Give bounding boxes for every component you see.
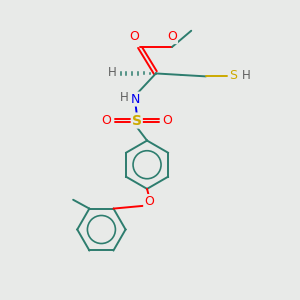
Text: N: N: [130, 93, 140, 106]
Text: S: S: [230, 69, 238, 82]
Text: O: O: [162, 114, 172, 127]
Text: O: O: [167, 30, 177, 43]
Text: H: H: [120, 91, 128, 104]
Text: O: O: [144, 195, 154, 208]
Text: H: H: [242, 69, 251, 82]
Text: O: O: [130, 30, 139, 43]
Text: O: O: [101, 114, 111, 127]
Text: S: S: [132, 114, 142, 128]
Text: H: H: [108, 66, 117, 80]
